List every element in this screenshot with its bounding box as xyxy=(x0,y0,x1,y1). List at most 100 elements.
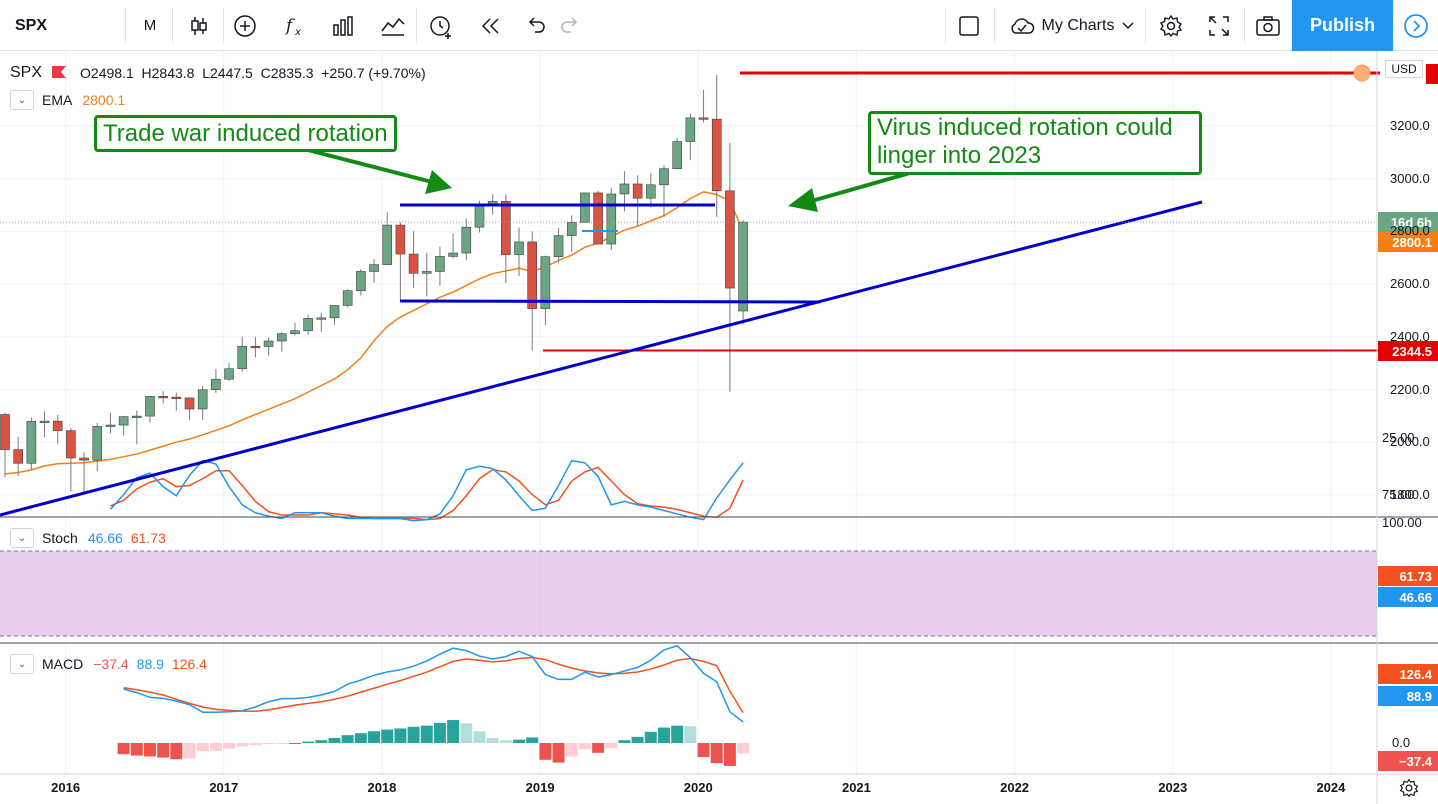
candle-body xyxy=(725,190,735,289)
resistance-alert-handle[interactable] xyxy=(1353,64,1371,82)
my-charts-button[interactable]: My Charts xyxy=(1000,0,1142,51)
candle-body xyxy=(553,235,564,257)
macd-hist-bar xyxy=(196,743,209,752)
annotation-virus-line1: Virus induced rotation could xyxy=(877,114,1173,141)
candle-body xyxy=(527,241,538,309)
stoch-name: Stoch xyxy=(42,530,78,546)
financials-bar-icon[interactable] xyxy=(324,0,362,51)
candle-body xyxy=(276,333,287,342)
undo-icon[interactable] xyxy=(518,0,554,51)
candle-body xyxy=(171,396,182,399)
candle-body xyxy=(13,449,23,464)
candle-body xyxy=(369,264,379,272)
my-charts-label: My Charts xyxy=(1041,16,1115,34)
candle-body xyxy=(250,345,261,349)
macd-hist-bar xyxy=(592,743,605,753)
chevron-down-icon[interactable]: ⌄ xyxy=(10,90,34,110)
candlestick-series xyxy=(0,74,748,493)
candle-body xyxy=(290,330,300,334)
macd-hist-bar xyxy=(275,743,288,744)
macd-hist-bar xyxy=(697,743,710,757)
macd-hist-bar xyxy=(420,725,433,743)
macd-name: MACD xyxy=(42,656,84,672)
macd-hist-bar xyxy=(552,743,565,763)
macd-hist-bar xyxy=(288,743,301,744)
macd-hist-bar xyxy=(460,723,473,743)
macd-hist-bar xyxy=(644,731,657,743)
toolbar-divider xyxy=(125,8,126,43)
chevron-down-icon[interactable]: ⌄ xyxy=(10,654,34,674)
annotation-trade-war[interactable]: Trade war induced rotation xyxy=(94,115,397,152)
candle-style-icon[interactable] xyxy=(180,0,218,51)
fullscreen-icon[interactable] xyxy=(1198,0,1240,51)
price-axis[interactable]: USD xyxy=(1378,51,1438,774)
candle-body xyxy=(540,256,551,309)
stoch-k-label: 46.66 xyxy=(1378,587,1438,607)
candle-body xyxy=(92,426,103,461)
candle-body xyxy=(145,396,155,417)
macd-hist-bar xyxy=(328,737,341,743)
macd-hist-bar xyxy=(315,740,328,743)
macd-hist-bar xyxy=(117,743,130,755)
macd-signal-label: 126.4 xyxy=(1378,664,1438,684)
candle-body xyxy=(105,424,116,427)
macd-hist-bar xyxy=(157,743,170,758)
templates-line-icon[interactable] xyxy=(374,0,412,51)
candle-body xyxy=(593,192,603,245)
macd-hist-value: −37.4 xyxy=(93,656,129,672)
candle-body xyxy=(263,340,274,347)
macd-hist-bar xyxy=(433,722,446,743)
arrow-trade-war[interactable] xyxy=(299,146,433,184)
candle-body xyxy=(39,420,50,423)
replay-rewind-icon[interactable] xyxy=(472,0,510,51)
interval-button[interactable]: M xyxy=(143,17,157,34)
macd-tick: 0.0 xyxy=(1392,735,1411,750)
support-price-label: 2344.5 xyxy=(1378,341,1438,361)
macd-hist-bar xyxy=(354,733,367,743)
macd-hist-bar xyxy=(658,727,670,743)
arrow-virus[interactable] xyxy=(807,171,911,204)
macd-hist-bar xyxy=(486,737,499,743)
svg-text:f: f xyxy=(284,16,295,36)
long-trend-line[interactable] xyxy=(0,200,1203,517)
time-tick: 2020 xyxy=(683,780,713,795)
candle-body xyxy=(580,192,590,223)
settings-gear-icon[interactable] xyxy=(1150,0,1192,51)
redo-icon[interactable] xyxy=(552,0,588,51)
compare-add-icon[interactable] xyxy=(226,0,264,51)
chart-canvas[interactable] xyxy=(0,51,1438,804)
chevron-down-icon[interactable]: ⌄ xyxy=(10,528,34,548)
camera-snapshot-icon[interactable] xyxy=(1248,0,1288,51)
axis-settings-gear-icon[interactable] xyxy=(1392,776,1426,800)
currency-label[interactable]: USD xyxy=(1385,60,1423,78)
candle-body xyxy=(659,168,669,186)
candle-body xyxy=(566,222,577,236)
annotation-virus[interactable]: Virus induced rotation could linger into… xyxy=(868,111,1202,175)
ema-legend[interactable]: ⌄ EMA 2800.1 xyxy=(10,90,125,110)
toolbar-divider xyxy=(172,8,173,43)
trend-drawings[interactable] xyxy=(0,71,1380,517)
macd-legend[interactable]: ⌄ MACD −37.4 88.9 126.4 xyxy=(10,654,207,674)
layout-square-icon[interactable] xyxy=(952,0,986,51)
range-bottom-line[interactable] xyxy=(399,299,821,304)
candle-body xyxy=(672,141,682,169)
flag-icon[interactable] xyxy=(52,65,67,81)
ema-price-label: 2800.1 xyxy=(1378,232,1438,252)
candle-body xyxy=(421,271,432,274)
macd-hist-bar xyxy=(737,743,750,754)
candle-body xyxy=(184,397,195,410)
macd-hist-bar xyxy=(130,743,143,756)
candle-body xyxy=(408,253,419,274)
candle-body xyxy=(132,415,142,418)
play-icon[interactable] xyxy=(1393,0,1438,51)
macd-hist-bar xyxy=(249,743,262,746)
alert-clock-icon[interactable] xyxy=(422,0,460,51)
symbol-search-button[interactable]: SPX xyxy=(14,16,47,34)
stoch-legend[interactable]: ⌄ Stoch 46.66 61.73 xyxy=(10,528,166,548)
macd-hist-bar xyxy=(262,743,275,744)
publish-button[interactable]: Publish xyxy=(1292,0,1393,51)
candle-body xyxy=(197,389,208,410)
price-tick: 2200.0 xyxy=(1390,381,1430,397)
macd-hist-label: −37.4 xyxy=(1378,751,1438,771)
